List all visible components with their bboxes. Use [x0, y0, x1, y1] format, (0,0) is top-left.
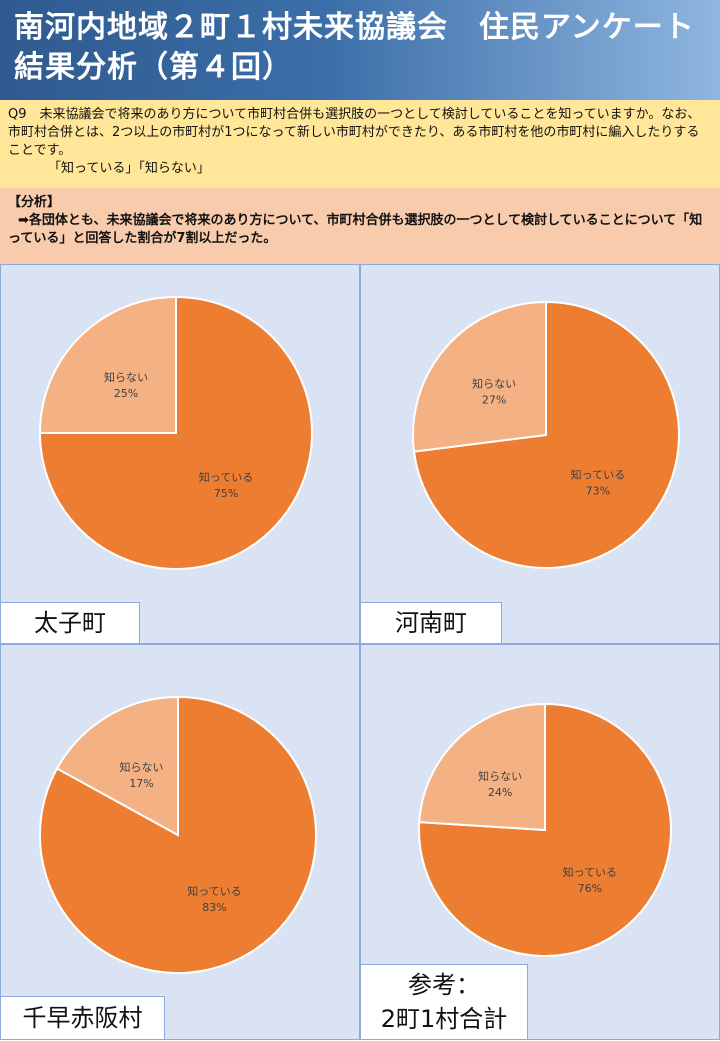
pie-chart-kanan: 知っている 73% 知らない 27% — [412, 300, 680, 569]
analysis-box: 【分析】 ➡各団体とも、未来協議会で将来のあり方について、市町村合併も選択肢の一… — [0, 188, 720, 264]
pie-chart-total: 知っている 76% 知らない 24% — [418, 702, 672, 957]
slice-value-label: 27% — [482, 393, 506, 406]
slice-value-label: 24% — [488, 786, 512, 799]
pie-slice-known — [418, 702, 672, 957]
chart-panel-chihaya-akasaka: 知っている 83% 知らない 17% — [0, 644, 360, 1040]
pie-chart-chihaya-akasaka: 知っている 83% 知らない 17% — [39, 695, 317, 974]
slice-value-label: 75% — [214, 487, 238, 500]
chart-panel-total: 知っている 76% 知らない 24% — [360, 644, 720, 1040]
page-title: 南河内地域２町１村未来協議会 住民アンケート 結果分析（第４回） — [14, 10, 695, 85]
page-header: 南河内地域２町１村未来協議会 住民アンケート 結果分析（第４回） — [0, 0, 720, 100]
slice-category-label: 知っている — [199, 470, 253, 484]
slice-category-label: 知っている — [187, 884, 241, 898]
slice-category-label: 知らない — [119, 760, 163, 774]
pie-chart-taishi: 知っている 75% 知らない 25% — [38, 295, 313, 570]
slice-category-label: 知っている — [563, 865, 617, 879]
slice-category-label: 知っている — [571, 468, 625, 482]
chart-panel-taishi: 知っている 75% 知らない 25% — [0, 264, 360, 644]
question-text: Q9 未来協議会で将来のあり方について市町村合併も選択肢の一つとして検討している… — [8, 107, 701, 158]
pie-slice-unknown — [412, 300, 547, 453]
pie-slice-known — [39, 695, 317, 974]
slice-value-label: 76% — [578, 882, 602, 895]
slice-category-label: 知らない — [478, 769, 522, 783]
slice-value-label: 25% — [114, 387, 138, 400]
analysis-heading: 【分析】 — [8, 195, 61, 210]
slice-value-label: 17% — [129, 777, 153, 790]
chart-panel-kanan: 知っている 73% 知らない 27% — [360, 264, 720, 644]
question-options: 「知っている」「知らない」 — [48, 161, 210, 176]
analysis-text: ➡各団体とも、未来協議会で将来のあり方について、市町村合併も選択肢の一つとして検… — [8, 213, 703, 246]
slice-value-label: 83% — [202, 901, 226, 914]
slice-category-label: 知らない — [472, 376, 516, 390]
chart-label-kanan: 河南町 — [360, 602, 502, 644]
pie-slice-unknown — [38, 295, 177, 434]
chart-label-taishi: 太子町 — [0, 602, 140, 644]
chart-label-chihaya-akasaka: 千早赤阪村 — [0, 996, 165, 1040]
pie-slice-unknown — [55, 695, 179, 837]
pie-slice-unknown — [418, 702, 546, 832]
slice-value-label: 73% — [586, 485, 610, 498]
slice-category-label: 知らない — [104, 370, 148, 384]
chart-label-total: 参考： 2町1村合計 — [360, 964, 528, 1040]
question-box: Q9 未来協議会で将来のあり方について市町村合併も選択肢の一つとして検討している… — [0, 100, 720, 188]
